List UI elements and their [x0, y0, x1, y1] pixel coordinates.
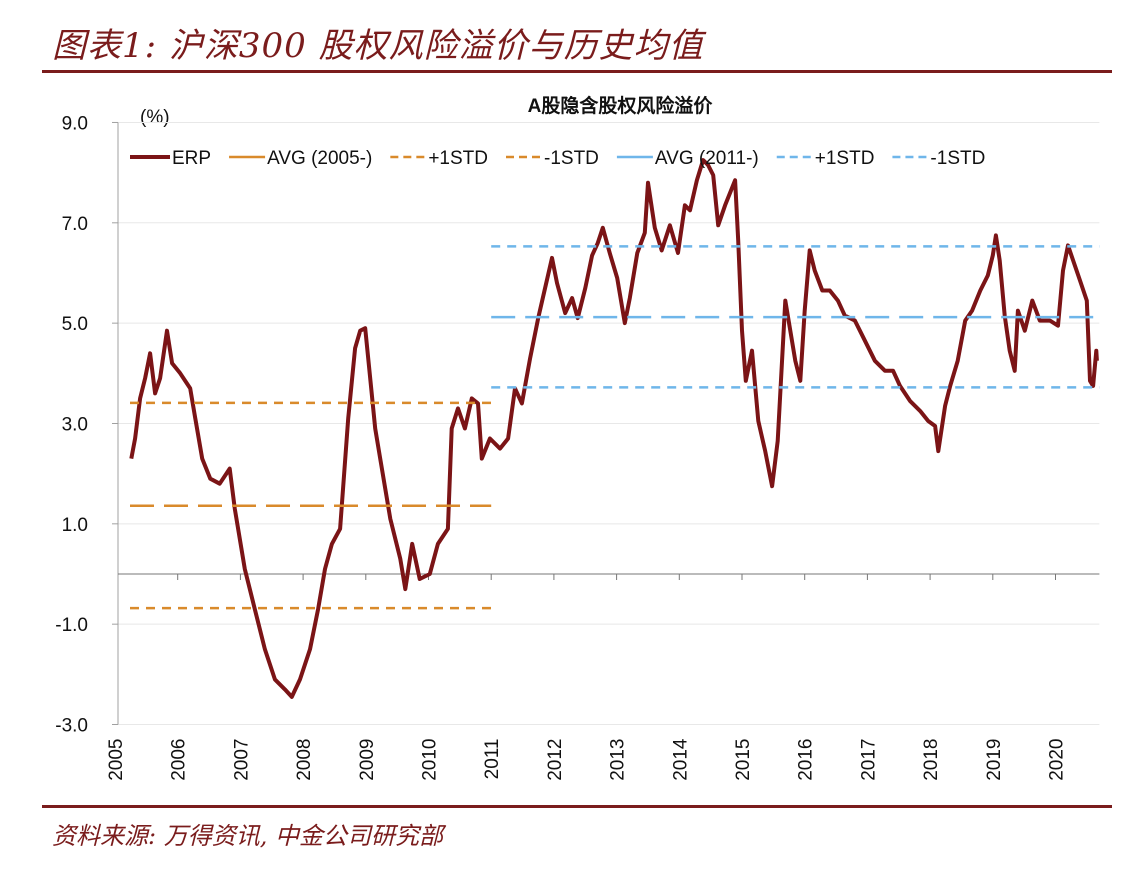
- y-tick-label: 9.0: [62, 113, 88, 134]
- x-tick-label: 2007: [231, 739, 252, 781]
- x-tick-label: 2012: [545, 739, 566, 781]
- x-tick-label: 2013: [608, 739, 629, 781]
- y-tick-label: -1.0: [55, 615, 88, 636]
- figure-title: 图表1: 沪深300 股权风险溢价与历史均值: [52, 26, 704, 66]
- x-tick-label: 2020: [1047, 739, 1068, 781]
- x-tick-label: 2015: [733, 739, 754, 781]
- x-tick-label: 2005: [106, 739, 127, 781]
- legend-label: ERP: [172, 148, 211, 169]
- y-tick-label: 3.0: [62, 414, 88, 435]
- y-axis-label: (%): [140, 107, 170, 128]
- x-tick-label: 2008: [294, 739, 315, 781]
- title-rule: [42, 70, 1112, 73]
- y-tick-label: 1.0: [62, 515, 88, 536]
- legend-label: AVG (2005-): [267, 148, 372, 169]
- chart-title: A股隐含股权风险溢价: [528, 94, 714, 117]
- y-tick-label: -3.0: [55, 716, 88, 737]
- legend-label: -1STD: [544, 148, 599, 169]
- x-tick-label: 2011: [482, 739, 503, 780]
- legend-label: AVG (2011-): [655, 148, 759, 169]
- x-tick-label: 2019: [984, 739, 1005, 781]
- y-tick-label: 7.0: [62, 214, 88, 235]
- legend-label: -1STD: [930, 148, 985, 169]
- x-tick-label: 2017: [858, 739, 879, 781]
- x-tick-label: 2014: [670, 738, 691, 781]
- x-tick-label: 2006: [169, 739, 190, 781]
- source-rule: [42, 805, 1112, 808]
- y-tick-label: 5.0: [62, 314, 88, 335]
- x-tick-label: 2018: [921, 739, 942, 781]
- x-tick-label: 2009: [357, 739, 378, 781]
- erp-line: [129, 158, 1099, 699]
- x-tick-label: 2010: [420, 739, 441, 781]
- x-tick-label: 2016: [796, 739, 817, 781]
- legend-label: +1STD: [428, 148, 488, 169]
- source-note: 资料来源: 万得资讯, 中金公司研究部: [52, 822, 443, 850]
- legend-label: +1STD: [815, 148, 875, 169]
